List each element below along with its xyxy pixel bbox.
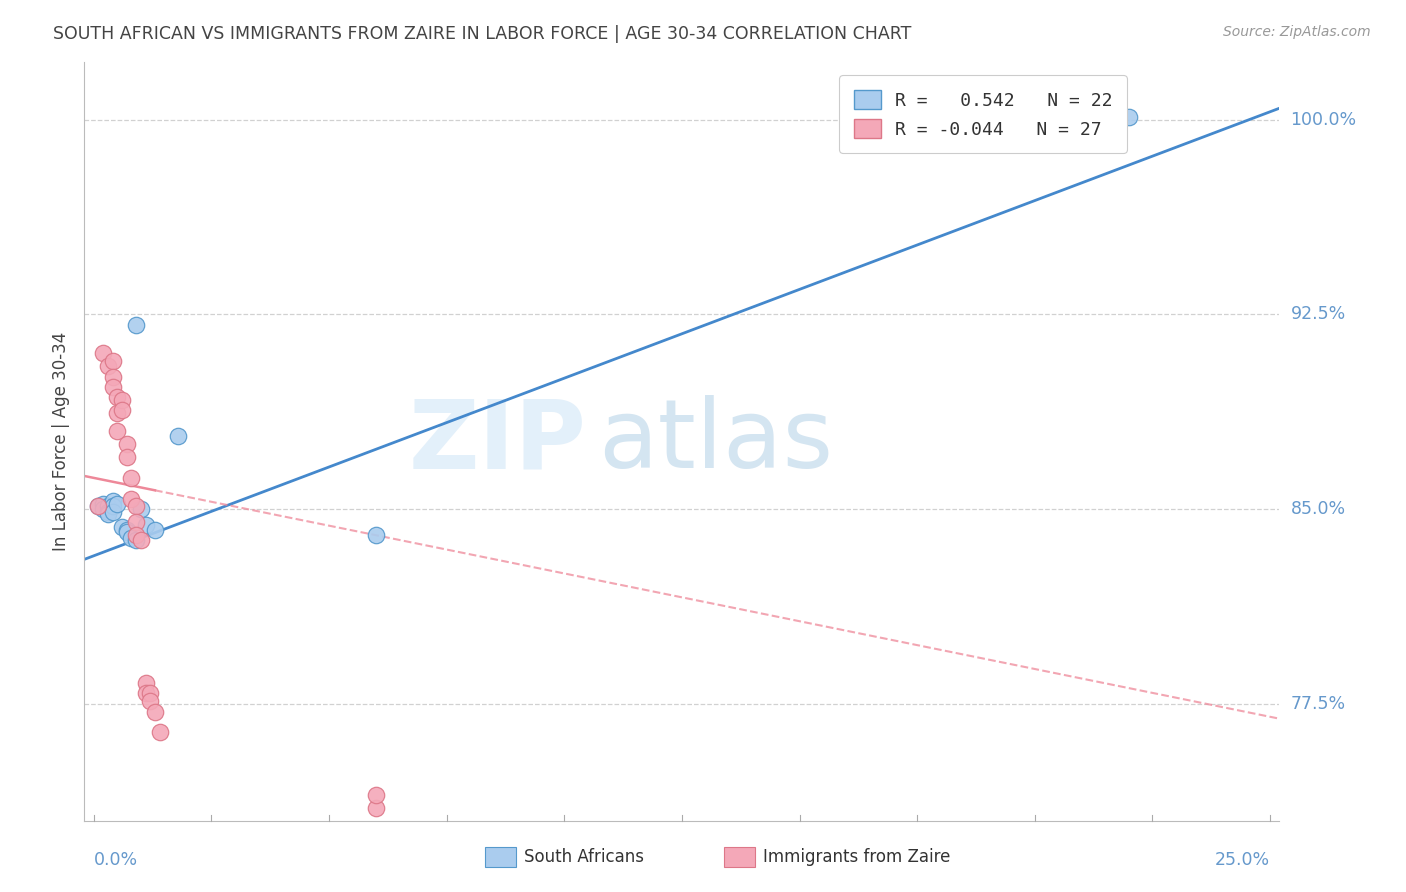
Point [87,500,110,514]
Point [105,406,128,420]
Legend: R =   0.542   N = 22, R = -0.044   N = 27: R = 0.542 N = 22, R = -0.044 N = 27 [839,75,1128,153]
Text: ZIP: ZIP [408,395,586,488]
Point [135,686,157,700]
Point [125,500,148,514]
Point [149,725,172,739]
Point [111,403,134,417]
Point [101,354,124,368]
Point [111,392,134,407]
Text: South Africans: South Africans [524,848,644,866]
Point [97,500,120,514]
Text: 25.0%: 25.0% [1215,851,1270,869]
Point [87,500,110,514]
Point [111,520,134,534]
Point [143,523,166,537]
Point [101,505,124,519]
Point [97,508,120,522]
Point [105,391,128,405]
Point [135,676,157,690]
Point [129,502,152,516]
Point [115,450,138,464]
Point [125,318,148,332]
Text: Source: ZipAtlas.com: Source: ZipAtlas.com [1223,25,1371,39]
Point [364,788,387,802]
Point [120,491,142,506]
Text: 100.0%: 100.0% [1291,111,1357,128]
Point [143,705,166,719]
Point [125,528,148,542]
Point [101,494,124,508]
Y-axis label: In Labor Force | Age 30-34: In Labor Force | Age 30-34 [52,332,70,551]
Point [91,497,114,511]
Text: 92.5%: 92.5% [1291,305,1346,323]
Text: SOUTH AFRICAN VS IMMIGRANTS FROM ZAIRE IN LABOR FORCE | AGE 30-34 CORRELATION CH: SOUTH AFRICAN VS IMMIGRANTS FROM ZAIRE I… [53,25,912,43]
Point [115,525,138,540]
Point [364,528,387,542]
Text: atlas: atlas [599,395,834,488]
Point [135,517,157,532]
Point [120,531,142,545]
Point [364,800,387,814]
Point [115,523,138,537]
Point [91,346,114,360]
Point [101,369,124,384]
Point [125,515,148,529]
Point [91,502,114,516]
Point [105,497,128,511]
Point [139,694,162,708]
Point [1118,110,1140,124]
Point [101,380,124,394]
Text: Immigrants from Zaire: Immigrants from Zaire [763,848,950,866]
Point [139,686,162,700]
Point [97,359,120,374]
Point [120,471,142,485]
Point [125,533,148,548]
Text: 77.5%: 77.5% [1291,695,1346,713]
Text: 0.0%: 0.0% [94,851,138,869]
Point [105,424,128,438]
Text: 85.0%: 85.0% [1291,500,1346,518]
Point [167,429,190,443]
Point [101,500,124,514]
Point [115,437,138,451]
Point [97,505,120,519]
Point [129,533,152,548]
